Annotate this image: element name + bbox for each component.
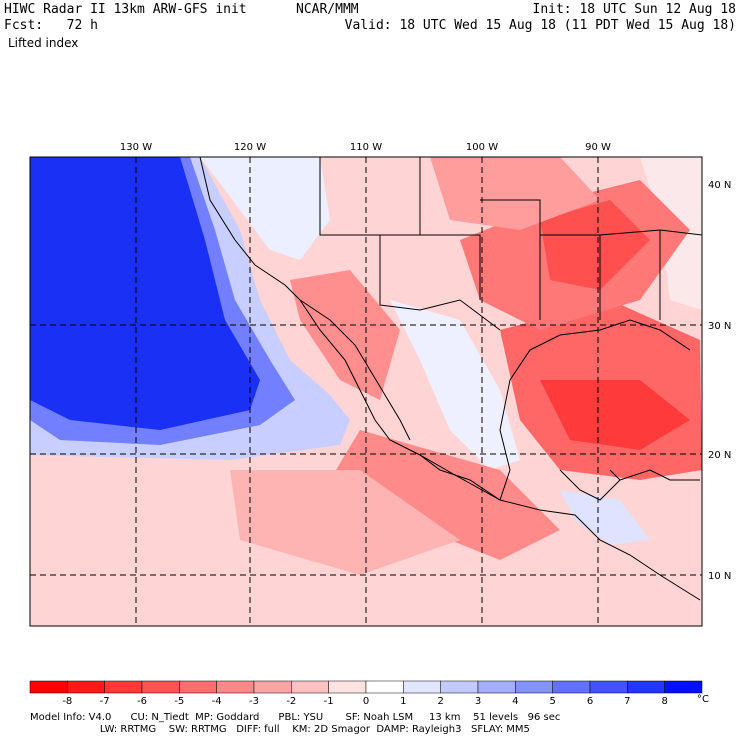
colorbar-tick-label: 7: [624, 696, 631, 707]
lon-label: 130 W: [120, 142, 152, 153]
lat-label: 30 N: [708, 321, 731, 332]
graticule: [30, 157, 702, 626]
colorbar: [29, 680, 703, 694]
colorbar-tick-label: -6: [137, 696, 147, 707]
colorbar-unit: °C: [697, 694, 709, 705]
colorbar-swatch: [67, 680, 105, 694]
colorbar-tick-label: -3: [249, 696, 259, 707]
colorbar-swatch: [477, 680, 516, 694]
run-title: HIWC Radar II 13km ARW-GFS init: [4, 2, 247, 17]
colorbar-tick-label: 0: [362, 696, 370, 707]
colorbar-swatch: [403, 680, 441, 694]
colorbar-swatch: [552, 680, 591, 694]
map-frame: [29, 156, 703, 627]
model-info-line2: LW: RRTMG SW: RRTMG DIFF: full KM: 2D Sm…: [30, 724, 530, 735]
colorbar-tick-label: 8: [661, 696, 668, 707]
colorbar-swatch: [664, 680, 703, 694]
lifted-index-field: [30, 157, 702, 575]
colorbar-swatch: [179, 680, 217, 694]
colorbar-swatch: [291, 680, 329, 694]
colorbar-tick-label: -7: [99, 696, 110, 707]
lon-label: 90 W: [585, 142, 611, 153]
colorbar-tick-label: -5: [174, 696, 185, 707]
colorbar-tick-label: 5: [549, 696, 556, 707]
colorbar-swatch: [141, 680, 180, 694]
colorbar-tick-label: -1: [323, 696, 334, 707]
colorbar-swatch: [328, 680, 367, 694]
model-info-line1: Model Info: V4.0 CU: N_Tiedt MP: Goddard…: [30, 712, 561, 723]
coastlines: [199, 157, 702, 601]
colorbar-swatch: [515, 680, 553, 694]
colorbar-tick-label: 2: [437, 696, 444, 707]
lon-label: 100 W: [466, 142, 498, 153]
lat-label: 40 N: [708, 180, 731, 191]
colorbar-swatch: [104, 680, 143, 694]
colorbar-swatch: [365, 680, 404, 694]
colorbar-tick-label: 4: [512, 696, 519, 707]
colorbar-tick-label: 6: [586, 696, 594, 707]
forecast-hour: Fcst: 72 h: [4, 18, 98, 33]
colorbar-tick-label: 1: [400, 696, 407, 707]
colorbar-swatch: [627, 680, 665, 694]
colorbar-tick-label: -2: [286, 696, 297, 707]
colorbar-swatch: [253, 680, 292, 694]
institution: NCAR/MMM: [296, 2, 359, 17]
colorbar-swatch: [440, 680, 479, 694]
lat-label: 10 N: [708, 571, 731, 582]
colorbar-tick-label: 3: [474, 696, 482, 707]
valid-time: Valid: 18 UTC Wed 15 Aug 18 (11 PDT Wed …: [344, 18, 736, 33]
lat-label: 20 N: [708, 450, 731, 461]
lon-label: 110 W: [350, 142, 382, 153]
init-time: Init: 18 UTC Sun 12 Aug 18: [532, 2, 737, 17]
colorbar-swatch: [589, 680, 628, 694]
colorbar-tick-label: -8: [62, 696, 73, 707]
field-name: Lifted index: [8, 36, 79, 50]
colorbar-swatch: [29, 680, 68, 694]
colorbar-swatch: [216, 680, 255, 694]
lon-label: 120 W: [234, 142, 266, 153]
colorbar-tick-label: -4: [211, 696, 222, 707]
